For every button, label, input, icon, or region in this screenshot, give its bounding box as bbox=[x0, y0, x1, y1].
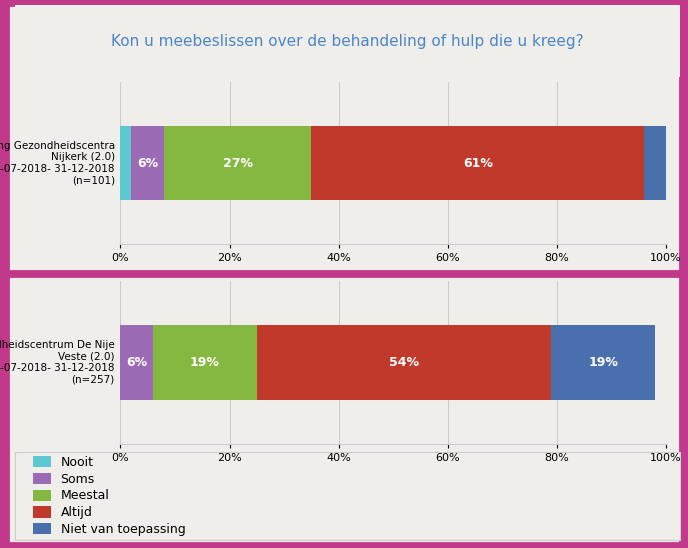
Bar bbox=[120, 126, 131, 200]
Bar bbox=[312, 126, 644, 200]
Bar bbox=[551, 325, 655, 400]
Text: 19%: 19% bbox=[588, 356, 619, 369]
Bar bbox=[131, 126, 164, 200]
Text: 54%: 54% bbox=[389, 356, 419, 369]
Bar bbox=[120, 325, 153, 400]
Bar bbox=[257, 325, 551, 400]
Text: 6%: 6% bbox=[137, 157, 158, 169]
Text: Kon u meebeslissen over de behandeling of hulp die u kreeg?: Kon u meebeslissen over de behandeling o… bbox=[111, 33, 583, 49]
Bar bbox=[153, 325, 257, 400]
Bar bbox=[164, 126, 312, 200]
Bar bbox=[644, 126, 666, 200]
Text: 27%: 27% bbox=[223, 157, 252, 169]
Legend: Nooit, Soms, Meestal, Altijd, Niet van toepassing: Nooit, Soms, Meestal, Altijd, Niet van t… bbox=[28, 451, 191, 541]
Text: 61%: 61% bbox=[463, 157, 493, 169]
Text: 6%: 6% bbox=[126, 356, 147, 369]
Text: 19%: 19% bbox=[190, 356, 220, 369]
